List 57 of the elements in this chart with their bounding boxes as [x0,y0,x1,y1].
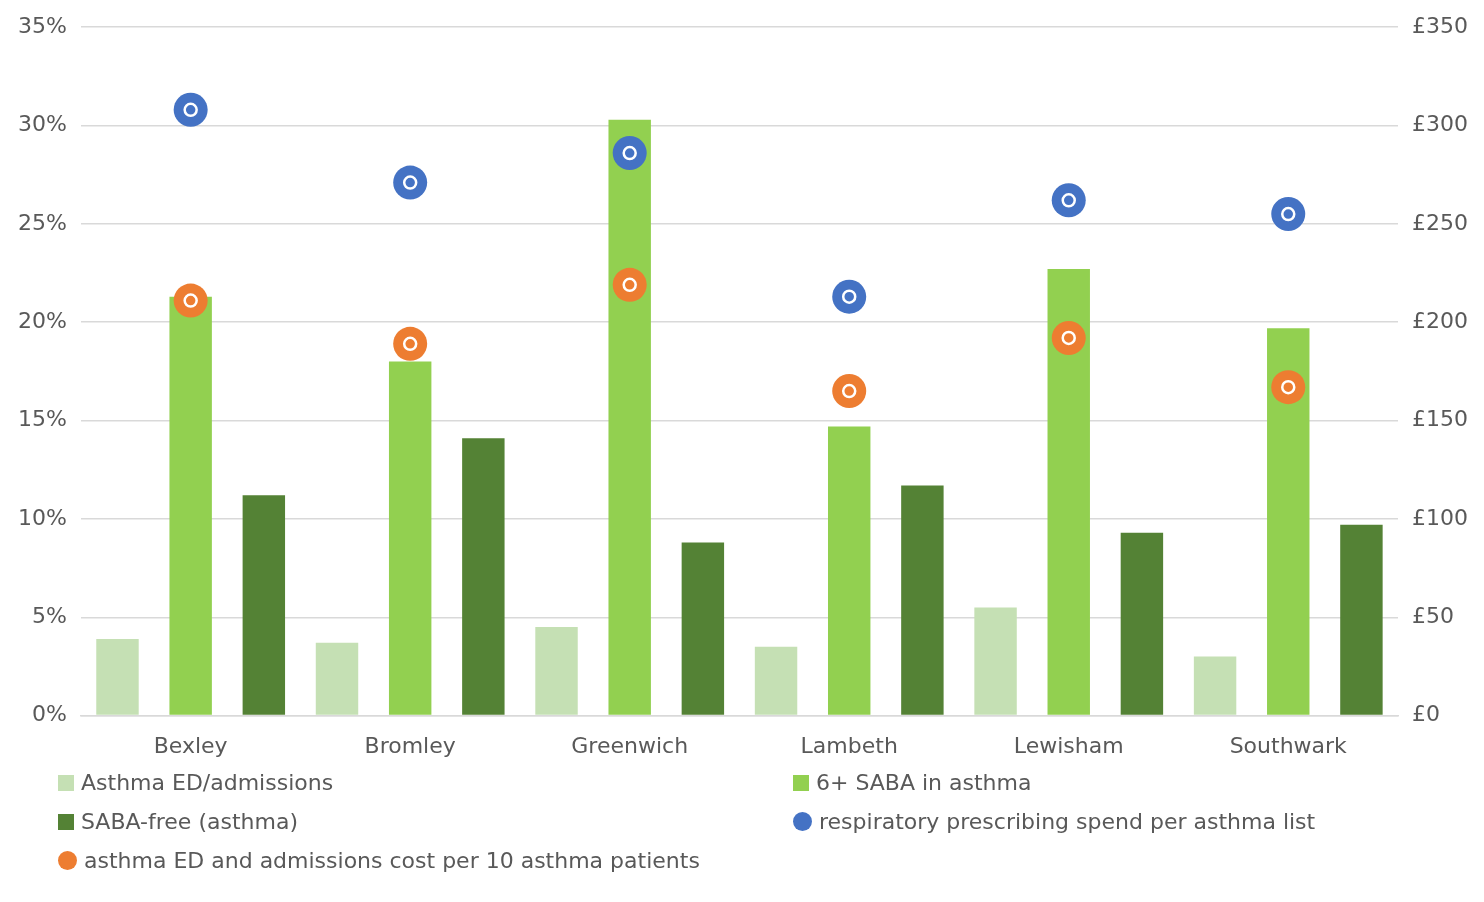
bar [1193,656,1237,715]
point [393,326,428,361]
point [612,267,647,302]
y-tick-label: 15% [17,406,67,432]
x-tick-label: Lewisham [1013,732,1124,758]
legend-label: 6+ SABA in asthma [816,770,1032,795]
bar [1047,269,1090,715]
point [832,374,867,409]
bar [754,646,798,715]
legend-label: SABA-free (asthma) [81,809,298,834]
bar [388,361,432,715]
bar [1267,328,1310,715]
point [1271,197,1306,232]
point [393,165,428,200]
bar [242,495,286,715]
bar [901,485,944,715]
bar [608,119,651,715]
bar [462,438,505,715]
y-tick-label: 35% [17,12,67,38]
point [173,92,208,127]
y2-tick-label: £50 [1412,602,1455,628]
y-tick-label: 25% [17,209,67,235]
legend-label: asthma ED and admissions cost per 10 asthma patients [84,848,700,873]
y-tick-label: 5% [31,602,67,628]
x-tick-label: Bromley [364,732,456,758]
y2-tick-label: £100 [1412,504,1469,530]
y2-tick-label: £350 [1412,12,1469,38]
y2-tick-label: £300 [1412,111,1469,137]
x-tick-label: Lambeth [800,732,898,758]
point [1051,320,1086,355]
bar [169,296,212,715]
y2-tick-label: £150 [1412,406,1469,432]
point [1271,370,1306,405]
x-tick-label: Southwark [1229,732,1348,758]
legend-label: Asthma ED/admissions [81,770,334,795]
bar [96,638,139,715]
y-tick-label: 30% [17,111,67,137]
y2-tick-label: £200 [1412,307,1469,333]
bar [1120,532,1164,715]
bar [827,426,871,715]
point [612,136,647,171]
x-tick-label: Bexley [153,732,228,758]
y-tick-label: 20% [17,307,67,333]
bar [681,542,725,715]
bar [974,607,1017,715]
bar [535,627,578,715]
bar [1340,524,1383,715]
y-tick-label: 0% [31,701,67,727]
y2-tick-label: £250 [1412,209,1469,235]
point [1051,183,1086,218]
point [832,279,867,314]
x-tick-label: Greenwich [571,732,689,758]
y2-tick-label: £0 [1412,701,1441,727]
point [173,283,208,318]
legend-label: respiratory prescribing spend per asthma list [819,809,1316,834]
bar [315,642,359,715]
y-tick-label: 10% [17,504,67,530]
